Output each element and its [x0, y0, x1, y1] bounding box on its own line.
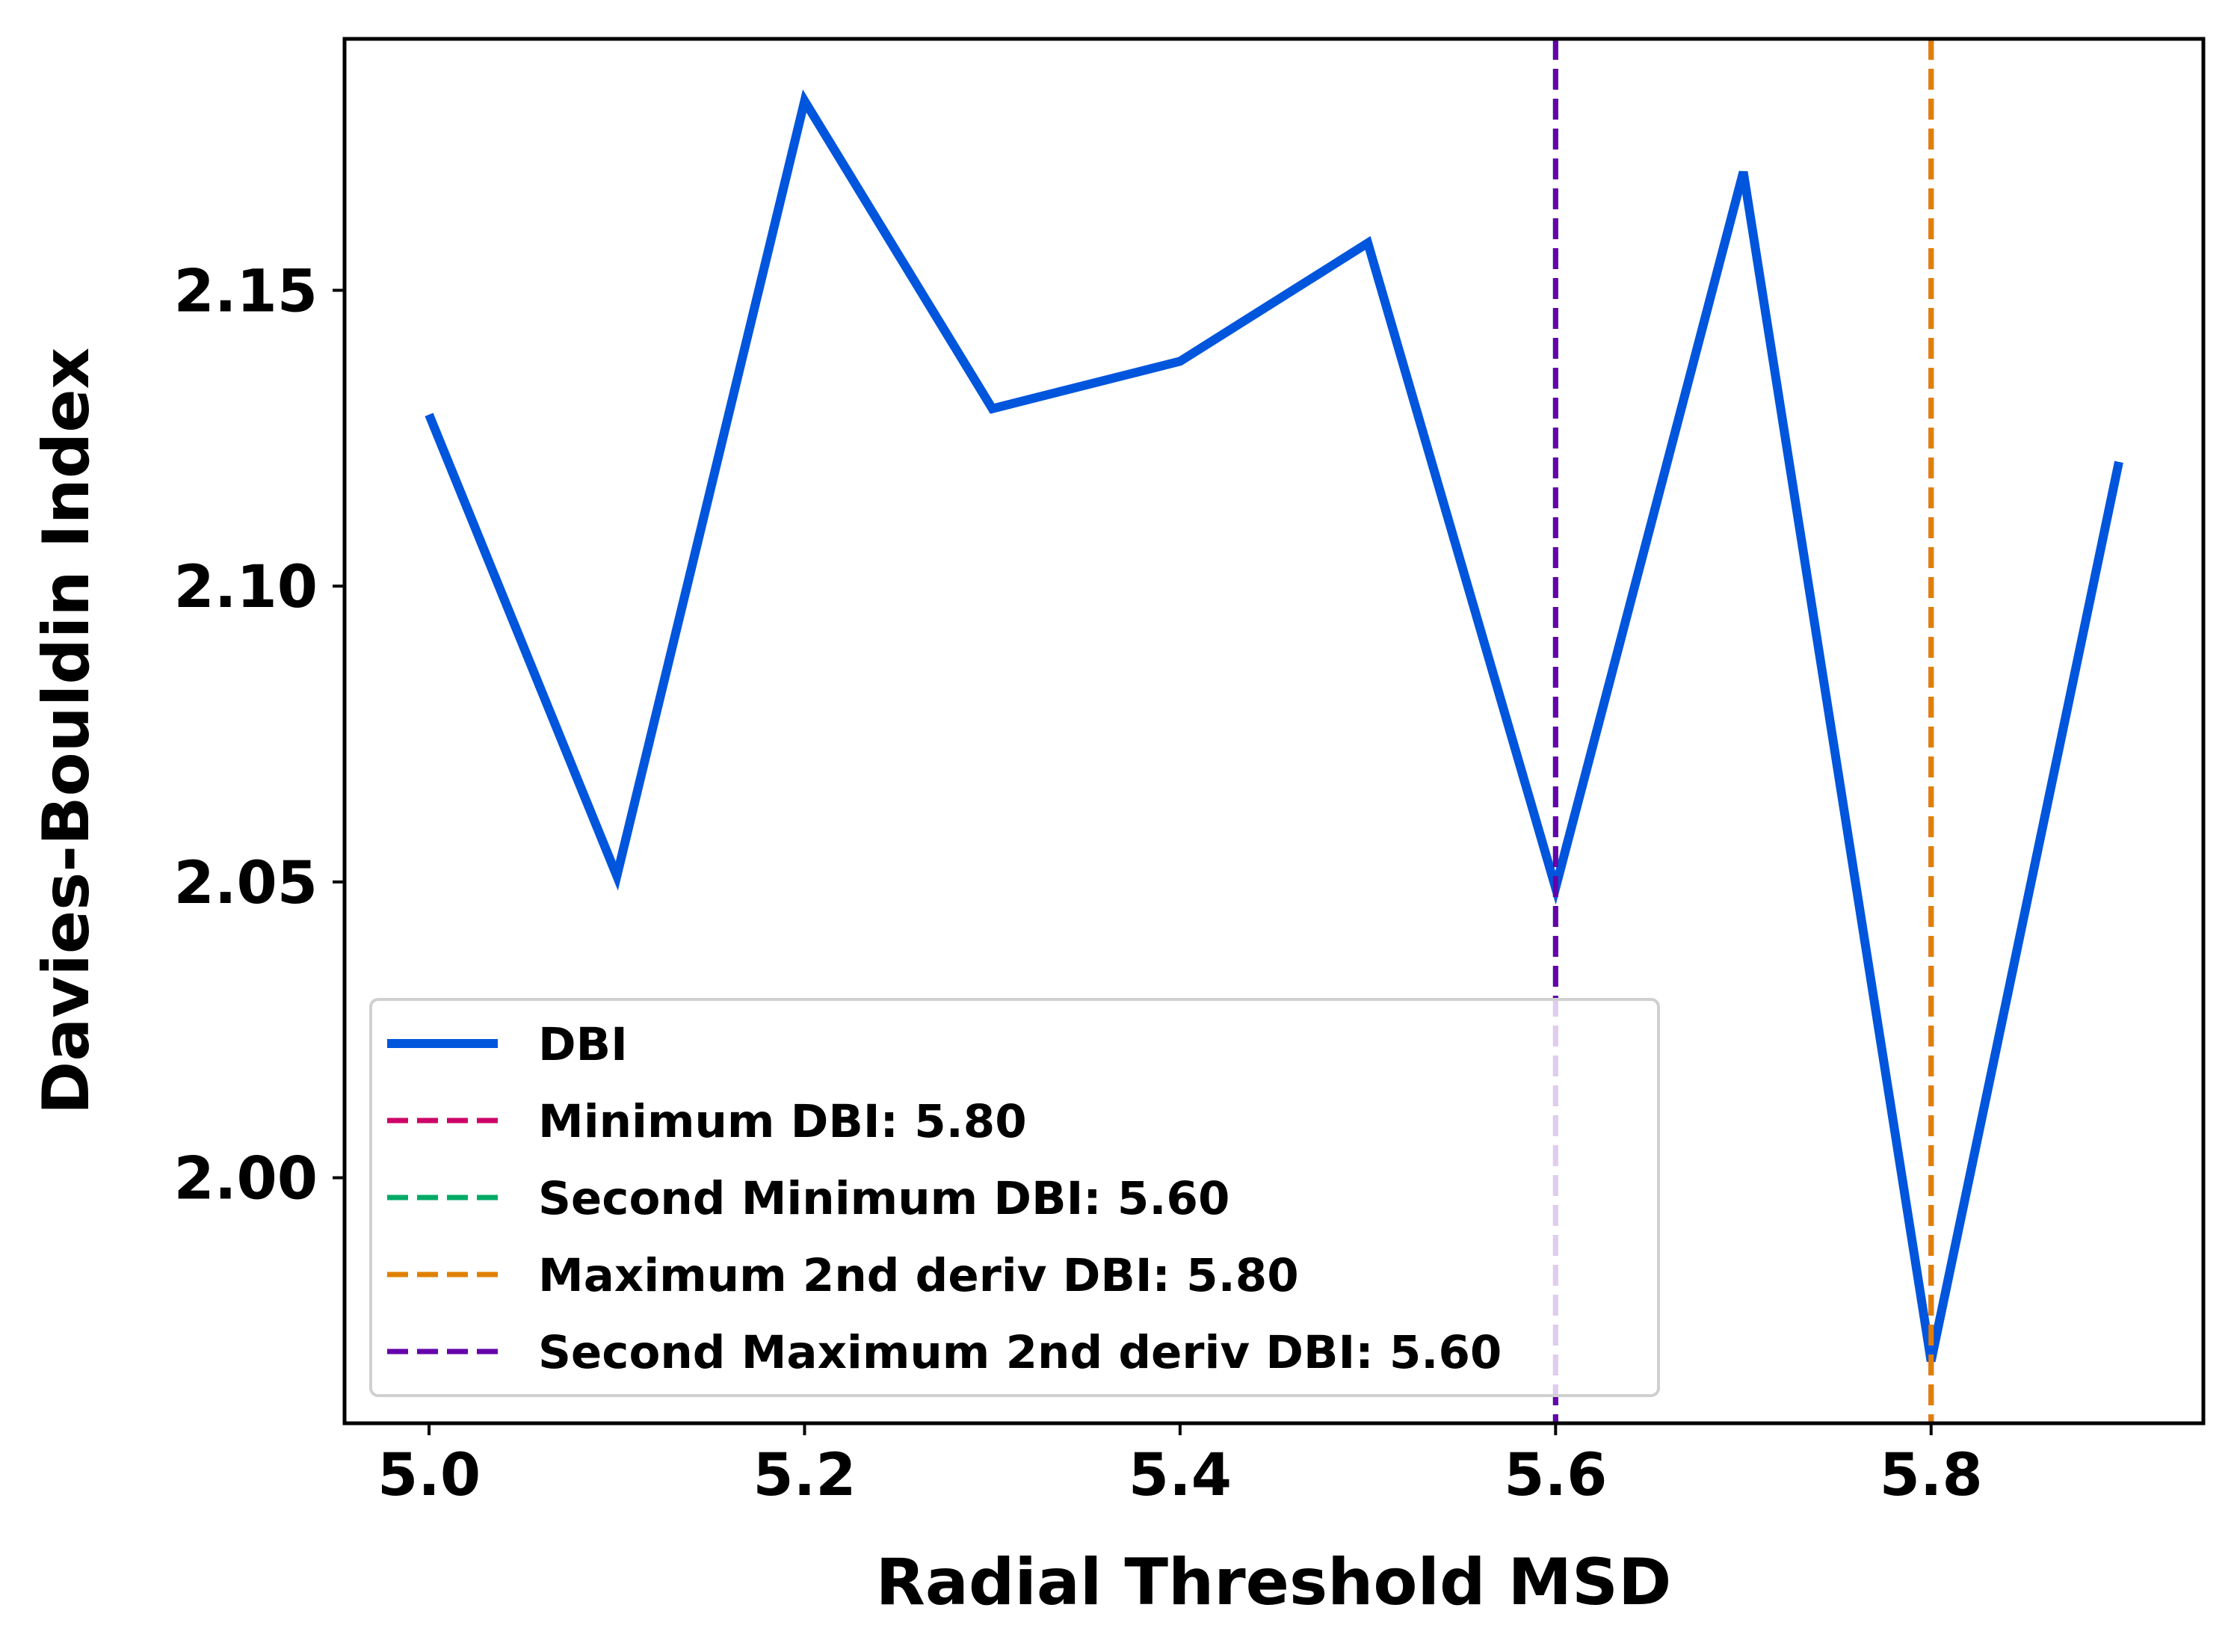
- y-tick-label: 2.05: [174, 850, 318, 917]
- series-line-dbi: [425, 89, 2123, 1363]
- x-tick-label: 5.0: [377, 1442, 481, 1509]
- legend-label: Minimum DBI: 5.80: [538, 1095, 1027, 1148]
- legend: DBI Minimum DBI: 5.80 Second Minimum DBI: …: [369, 998, 1660, 1397]
- legend-box: [369, 998, 1660, 1397]
- x-axis-label: Radial Threshold MSD: [876, 1545, 1672, 1620]
- x-tick-label: 5.6: [1504, 1442, 1607, 1509]
- y-tick-label: 2.15: [174, 258, 318, 325]
- y-tick-label: 2.10: [174, 554, 318, 621]
- legend-label: Maximum 2nd deriv DBI: 5.80: [538, 1249, 1299, 1302]
- legend-label: Second Maximum 2nd deriv DBI: 5.60: [538, 1326, 1502, 1379]
- x-tick-label: 5.8: [1880, 1442, 1983, 1509]
- x-tick-label: 5.4: [1129, 1442, 1232, 1509]
- y-axis: 2.00 2.05 2.10 2.15: [174, 258, 345, 1213]
- y-tick-label: 2.00: [174, 1146, 318, 1213]
- x-tick-label: 5.2: [753, 1442, 856, 1509]
- legend-label: Second Minimum DBI: 5.60: [538, 1172, 1229, 1225]
- plot-frame: [342, 37, 2206, 1426]
- legend-label: DBI: [538, 1018, 628, 1071]
- y-axis-label: Davies-Bouldin Index: [29, 348, 104, 1115]
- x-axis: 5.0 5.2 5.4 5.6 5.8: [377, 1423, 1983, 1509]
